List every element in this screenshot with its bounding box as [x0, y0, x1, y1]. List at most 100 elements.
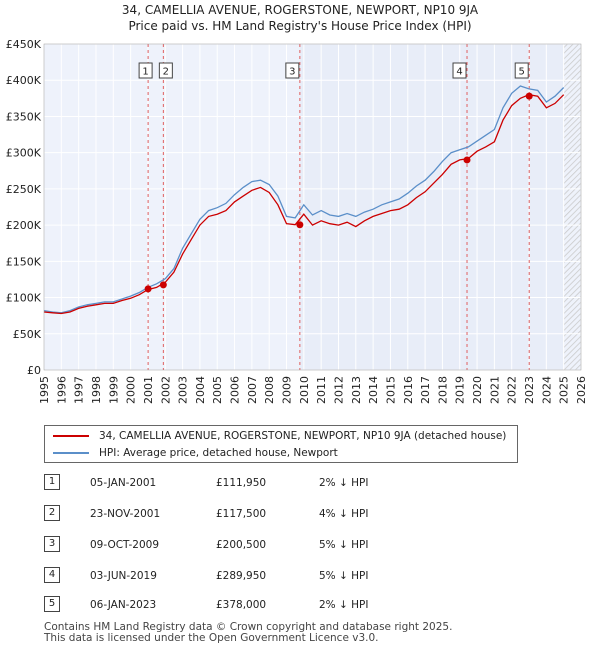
footer-licence: This data is licensed under the Open Gov… — [44, 632, 379, 644]
x-tick-label: 2001 — [142, 376, 155, 404]
sale-label-number: 2 — [163, 67, 169, 78]
x-tick-label: 2020 — [471, 376, 484, 404]
x-tick-label: 2002 — [159, 376, 172, 404]
sale-point — [144, 285, 152, 293]
transaction-row: 3 09-OCT-2009 £200,500 5% ↓ HPI — [44, 536, 444, 554]
sale-label-rect — [285, 62, 300, 79]
footer-copyright: Contains HM Land Registry data © Crown c… — [44, 621, 453, 633]
y-tick-label: £450K — [6, 38, 42, 51]
transaction-hpi-diff: 5% ↓ HPI — [319, 539, 369, 551]
x-tick-label: 2006 — [229, 376, 242, 404]
sale-point — [159, 281, 167, 289]
y-tick-label: £250K — [6, 183, 42, 196]
x-tick-label: 2012 — [332, 376, 345, 404]
sale-label-rect — [452, 62, 467, 79]
x-tick-label: 1996 — [55, 376, 68, 404]
x-tick-label: 2015 — [384, 376, 397, 404]
sale-label-box: 2 — [158, 62, 173, 79]
transaction-price: £117,500 — [216, 508, 267, 520]
x-tick-label: 2000 — [125, 376, 138, 404]
x-tick-label: 2024 — [540, 376, 553, 404]
legend-swatch-hpi — [53, 452, 89, 454]
transaction-row: 4 03-JUN-2019 £289,950 5% ↓ HPI — [44, 567, 444, 585]
transaction-hpi-diff: 2% ↓ HPI — [319, 477, 369, 489]
transaction-date: 05-JAN-2001 — [90, 477, 157, 489]
x-tick-label: 2016 — [402, 376, 415, 404]
sale-label-box: 5 — [514, 62, 529, 79]
x-tick-label: 2019 — [454, 376, 467, 404]
x-tick-label: 2021 — [488, 376, 501, 404]
transaction-price: £378,000 — [216, 599, 267, 611]
sale-label-number: 1 — [142, 67, 148, 78]
transaction-number: 1 — [44, 474, 60, 490]
shaded-range — [299, 44, 564, 370]
x-tick-label: 2009 — [281, 376, 294, 404]
property-price-line — [43, 94, 565, 315]
x-tick-label: 1998 — [90, 376, 103, 404]
x-tick-label: 2010 — [298, 376, 311, 404]
legend-entry-property: 34, CAMELLIA AVENUE, ROGERSTONE, NEWPORT… — [53, 428, 506, 444]
transaction-price: £200,500 — [216, 539, 267, 551]
x-tick-label: 2003 — [177, 376, 190, 404]
sale-point — [525, 92, 533, 100]
x-tick-label: 2022 — [506, 376, 519, 404]
sale-label-box: 3 — [285, 62, 300, 79]
forecast-hatch — [563, 44, 581, 370]
plot-border — [43, 43, 582, 371]
transaction-row: 5 06-JAN-2023 £378,000 2% ↓ HPI — [44, 596, 444, 614]
legend: 34, CAMELLIA AVENUE, ROGERSTONE, NEWPORT… — [44, 425, 518, 463]
sale-label-box: 4 — [452, 62, 467, 79]
x-tick-label: 1997 — [73, 376, 86, 404]
sale-label-rect — [514, 62, 529, 79]
y-tick-label: £200K — [6, 219, 42, 232]
y-tick-label: £0 — [27, 364, 41, 377]
transaction-hpi-diff: 2% ↓ HPI — [319, 599, 369, 611]
price-chart: 1 2 3 4 5 £0 £50K £100K £150K £200K £250K £300K £350… — [6, 38, 588, 404]
legend-label-property: 34, CAMELLIA AVENUE, ROGERSTONE, NEWPORT… — [99, 430, 507, 442]
y-tick-label: £50K — [13, 328, 42, 341]
transaction-price: £111,950 — [216, 477, 267, 489]
sale-label-rect — [138, 62, 153, 79]
legend-label-hpi: HPI: Average price, detached house, Newp… — [99, 447, 338, 459]
x-tick-label: 1995 — [38, 376, 51, 404]
sale-label-number: 3 — [289, 67, 295, 78]
chart-title-line1: 34, CAMELLIA AVENUE, ROGERSTONE, NEWPORT… — [121, 3, 479, 17]
transaction-hpi-diff: 5% ↓ HPI — [319, 570, 369, 582]
chart-title-line2: Price paid vs. HM Land Registry's House … — [128, 19, 472, 33]
x-tick-label: 2018 — [436, 376, 449, 404]
sale-label-box: 1 — [138, 62, 153, 79]
transaction-price: £289,950 — [216, 570, 267, 582]
x-tick-label: 2013 — [350, 376, 363, 404]
transaction-number: 3 — [44, 536, 60, 552]
transaction-hpi-diff: 4% ↓ HPI — [319, 508, 369, 520]
y-tick-label: £100K — [6, 292, 42, 305]
sale-label-number: 5 — [519, 67, 525, 78]
transaction-date: 06-JAN-2023 — [90, 599, 157, 611]
x-tick-label: 2004 — [194, 376, 207, 404]
x-tick-label: 2008 — [263, 376, 276, 404]
sale-label-rect — [158, 62, 173, 79]
transaction-number: 5 — [44, 596, 60, 612]
y-tick-label: £150K — [6, 255, 42, 268]
x-tick-label: 2011 — [315, 376, 328, 404]
transaction-row: 2 23-NOV-2001 £117,500 4% ↓ HPI — [44, 505, 444, 523]
x-tick-label: 2025 — [558, 376, 571, 404]
transaction-number: 2 — [44, 505, 60, 521]
legend-entry-hpi: HPI: Average price, detached house, Newp… — [53, 445, 338, 461]
transaction-date: 23-NOV-2001 — [90, 508, 161, 520]
y-tick-label: £350K — [6, 110, 42, 123]
transaction-date: 09-OCT-2009 — [90, 539, 159, 551]
x-tick-label: 2017 — [419, 376, 432, 404]
sale-point — [463, 156, 471, 164]
y-tick-label: £300K — [6, 147, 42, 160]
x-tick-label: 2026 — [575, 376, 588, 404]
x-tick-label: 2005 — [211, 376, 224, 404]
transaction-row: 1 05-JAN-2001 £111,950 2% ↓ HPI — [44, 474, 444, 492]
transaction-number: 4 — [44, 567, 60, 583]
sale-point — [296, 221, 304, 229]
x-tick-label: 2023 — [523, 376, 536, 404]
sale-label-number: 4 — [456, 67, 462, 78]
x-tick-label: 2014 — [367, 376, 380, 404]
x-tick-label: 1999 — [107, 376, 120, 404]
transaction-date: 03-JUN-2019 — [90, 570, 157, 582]
